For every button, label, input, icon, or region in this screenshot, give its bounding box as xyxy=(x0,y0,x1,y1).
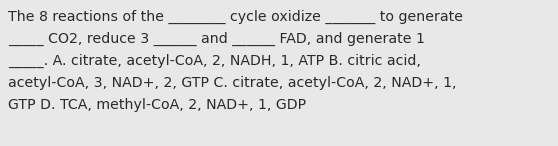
Text: _____ CO2, reduce 3 ______ and ______ FAD, and generate 1: _____ CO2, reduce 3 ______ and ______ FA… xyxy=(8,32,425,46)
Text: The 8 reactions of the ________ cycle oxidize _______ to generate: The 8 reactions of the ________ cycle ox… xyxy=(8,10,463,24)
Text: acetyl-CoA, 3, NAD+, 2, GTP C. citrate, acetyl-CoA, 2, NAD+, 1,: acetyl-CoA, 3, NAD+, 2, GTP C. citrate, … xyxy=(8,76,456,90)
Text: GTP D. TCA, methyl-CoA, 2, NAD+, 1, GDP: GTP D. TCA, methyl-CoA, 2, NAD+, 1, GDP xyxy=(8,98,306,112)
Text: _____. A. citrate, acetyl-CoA, 2, NADH, 1, ATP B. citric acid,: _____. A. citrate, acetyl-CoA, 2, NADH, … xyxy=(8,54,421,68)
